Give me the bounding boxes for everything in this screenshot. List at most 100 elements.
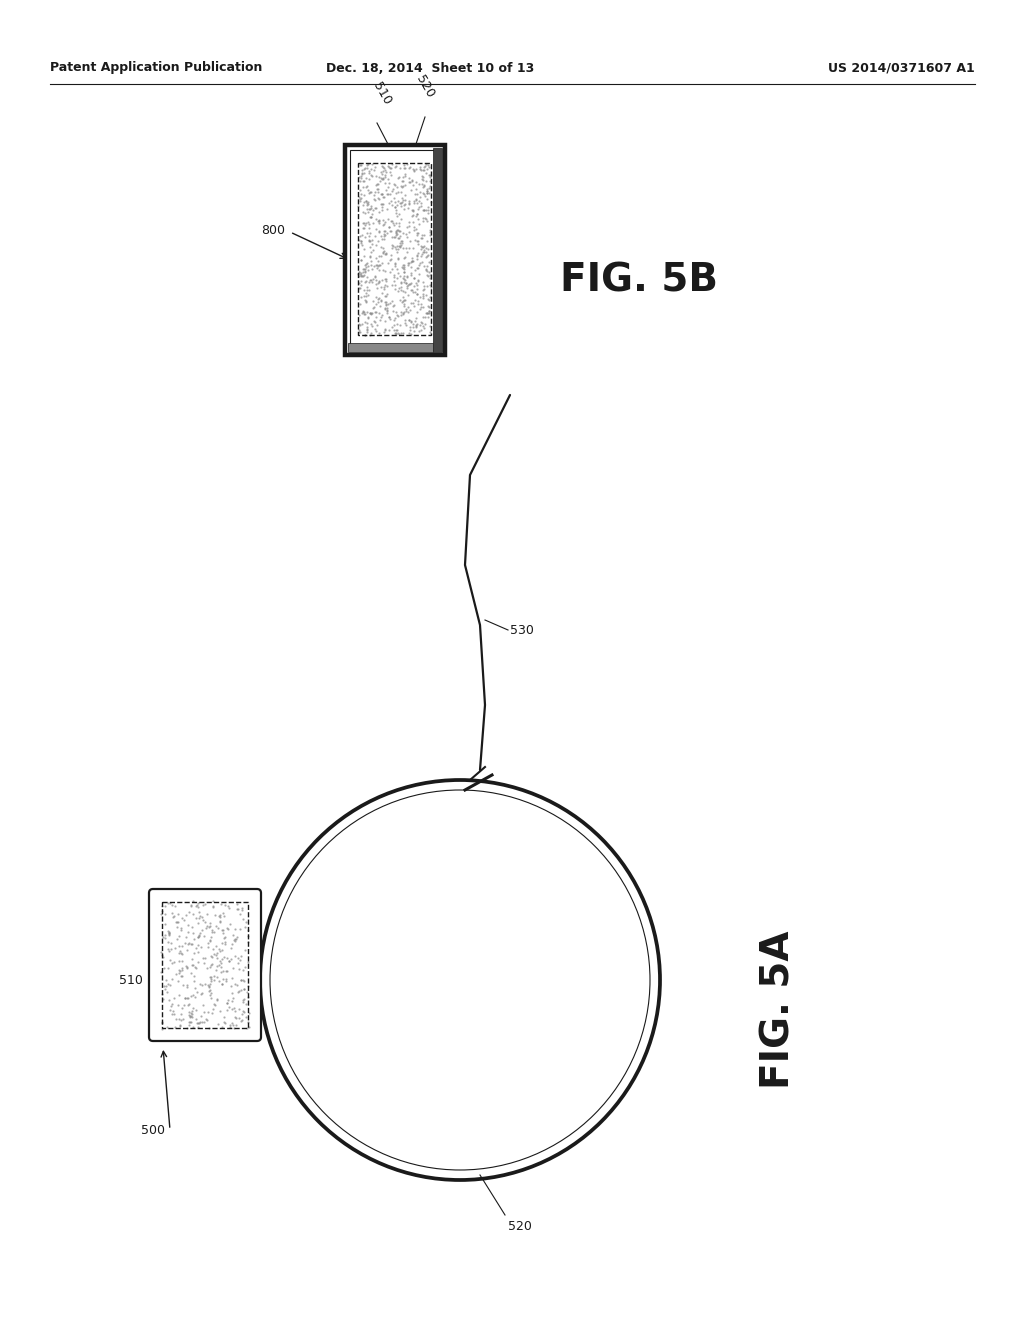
Point	[353, 162, 370, 183]
Point	[190, 924, 207, 945]
Point	[181, 1011, 198, 1032]
Point	[396, 194, 413, 215]
Point	[168, 912, 184, 933]
Point	[350, 261, 367, 282]
Point	[400, 211, 417, 232]
Point	[359, 157, 376, 178]
Point	[184, 1006, 201, 1027]
Point	[230, 1007, 247, 1028]
Point	[352, 294, 369, 315]
Point	[356, 238, 373, 259]
Point	[359, 280, 376, 301]
Point	[170, 994, 186, 1015]
Point	[240, 975, 256, 997]
Point	[408, 315, 424, 337]
Point	[222, 1014, 239, 1035]
Point	[171, 950, 187, 972]
Point	[373, 226, 389, 247]
Point	[358, 315, 375, 337]
Point	[228, 1015, 245, 1036]
Point	[362, 181, 379, 202]
Point	[374, 228, 390, 249]
Point	[199, 957, 215, 978]
Point	[376, 277, 392, 298]
Point	[204, 970, 220, 991]
Point	[389, 305, 406, 326]
Point	[352, 264, 369, 285]
Point	[182, 1006, 199, 1027]
Point	[386, 264, 402, 285]
Point	[415, 288, 431, 309]
Point	[360, 230, 377, 251]
Point	[373, 246, 389, 267]
Point	[413, 160, 429, 181]
Point	[218, 999, 234, 1020]
Point	[392, 272, 409, 293]
Text: 800: 800	[261, 223, 285, 236]
Point	[231, 904, 248, 925]
Point	[355, 304, 372, 325]
Point	[396, 157, 413, 178]
Point	[354, 265, 371, 286]
Point	[386, 267, 402, 288]
Point	[366, 310, 382, 331]
Point	[381, 319, 397, 341]
Point	[395, 322, 412, 343]
Point	[370, 187, 386, 209]
Point	[353, 230, 370, 251]
Text: 500: 500	[141, 1123, 165, 1137]
Point	[413, 238, 429, 259]
Point	[368, 165, 384, 186]
Point	[407, 183, 423, 205]
Point	[416, 160, 432, 181]
Point	[377, 298, 393, 319]
Point	[199, 1010, 215, 1031]
Point	[377, 318, 393, 339]
Point	[414, 244, 430, 265]
Point	[418, 259, 434, 280]
Point	[422, 315, 438, 337]
Point	[404, 158, 421, 180]
Point	[420, 197, 436, 218]
Point	[387, 197, 403, 218]
Point	[188, 981, 205, 1002]
Point	[371, 323, 387, 345]
Point	[371, 292, 387, 313]
Point	[352, 183, 369, 205]
Point	[197, 973, 213, 994]
Point	[407, 190, 423, 211]
Point	[225, 987, 242, 1008]
Point	[208, 960, 224, 981]
Point	[358, 322, 375, 343]
Point	[361, 226, 378, 247]
Point	[401, 273, 418, 294]
Point	[408, 158, 424, 180]
Point	[396, 256, 413, 277]
Point	[395, 176, 412, 197]
Point	[419, 302, 435, 323]
Point	[353, 286, 370, 308]
Point	[191, 906, 208, 927]
Point	[388, 301, 404, 322]
Point	[390, 213, 407, 234]
Point	[409, 203, 425, 224]
Point	[354, 224, 371, 246]
Point	[389, 223, 406, 244]
Point	[224, 998, 241, 1019]
Point	[403, 247, 420, 268]
Point	[381, 216, 397, 238]
Point	[164, 1003, 180, 1024]
Point	[393, 195, 410, 216]
Point	[199, 903, 215, 924]
Point	[413, 246, 429, 267]
Point	[393, 257, 410, 279]
Point	[231, 998, 248, 1019]
Point	[191, 923, 208, 944]
Point	[409, 172, 425, 193]
Point	[361, 198, 378, 219]
Point	[402, 310, 419, 331]
Point	[376, 223, 392, 244]
Point	[395, 280, 412, 301]
Point	[199, 915, 215, 936]
Point	[209, 948, 225, 969]
